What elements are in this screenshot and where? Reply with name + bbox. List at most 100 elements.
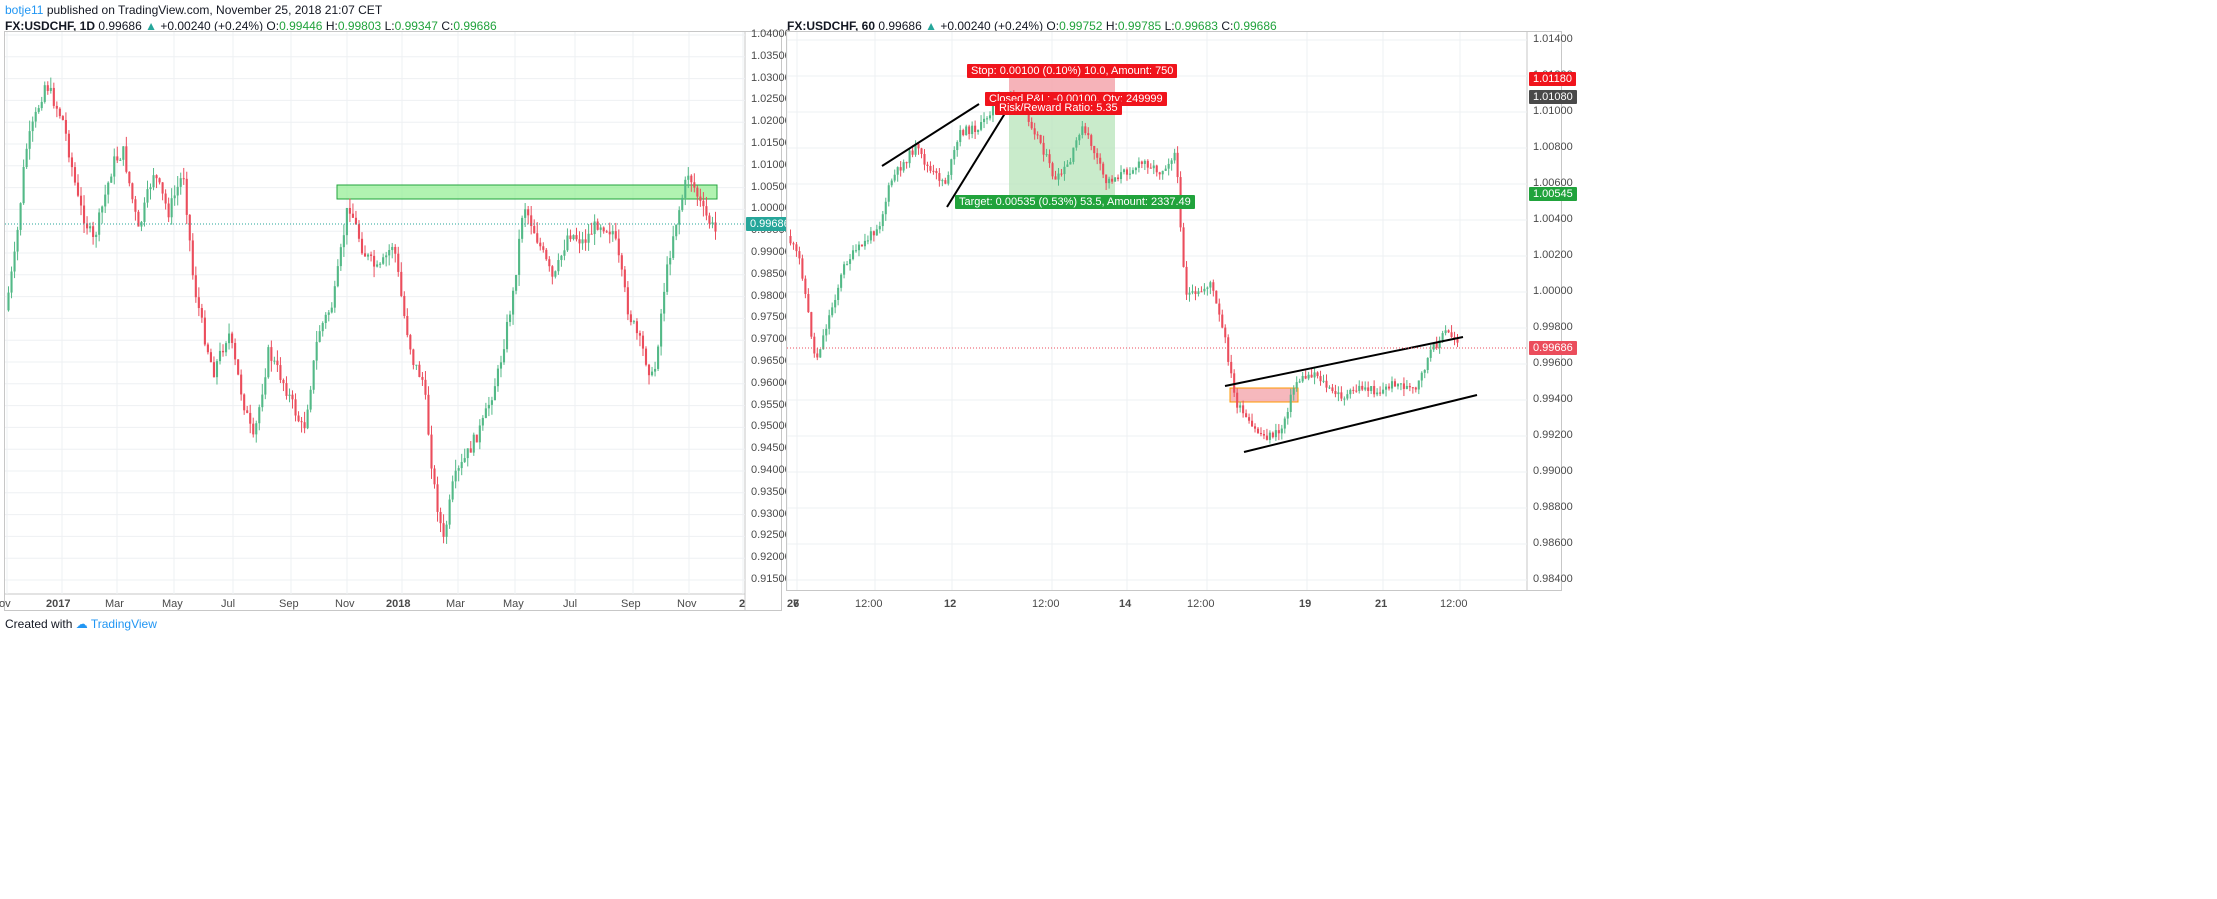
candle-body [878, 226, 881, 230]
candle-body [708, 215, 711, 224]
candle-body [1292, 388, 1295, 395]
time-axis-label: May [503, 598, 524, 610]
candle-body [638, 333, 642, 336]
candle-body [460, 461, 463, 469]
candle-body [1209, 282, 1212, 288]
candle-body [31, 121, 34, 132]
right-chart-canvas[interactable] [787, 32, 1561, 590]
candle-body [932, 170, 935, 172]
candle-body [572, 235, 575, 240]
candle-body [89, 226, 92, 229]
price-axis-label: 0.92000 [751, 551, 791, 564]
candle-body [515, 274, 518, 291]
candle-body [433, 468, 436, 485]
candle-body [1045, 154, 1048, 156]
target-zone[interactable] [1009, 108, 1115, 201]
candle-body [348, 207, 351, 214]
candle-body [297, 415, 300, 422]
rising-wedge-lower-line[interactable] [946, 101, 1013, 208]
candle-body [357, 224, 361, 239]
candle-body [816, 353, 819, 358]
candle-body [333, 286, 336, 308]
candle-body [1108, 178, 1111, 184]
candle-body [451, 481, 454, 500]
candle-body [330, 307, 333, 313]
candle-body [1387, 386, 1391, 389]
left-resistance-zone[interactable] [336, 184, 718, 200]
candle-body [965, 126, 968, 136]
risk-reward-label: Risk/Reward Ratio: 5.35 [995, 101, 1122, 115]
candle-body [825, 328, 828, 336]
candle-body [1295, 382, 1298, 389]
candle-body [1298, 381, 1301, 383]
candle-body [632, 321, 635, 323]
candle-body [499, 362, 503, 369]
price-axis-label: 0.98600 [1533, 537, 1573, 549]
price-axis-label: 0.99400 [1533, 393, 1573, 405]
candle-body [956, 142, 959, 151]
candle-body [693, 182, 696, 188]
candle-body [1042, 142, 1045, 155]
time-axis-label: Mar [105, 598, 124, 610]
right-chart-panel[interactable]: Stop: 0.00100 (0.10%) 10.0, Amount: 750 … [786, 31, 1577, 610]
candle-body [1444, 330, 1447, 334]
candle-body [475, 434, 478, 443]
candle-body [221, 350, 225, 353]
support-zone[interactable] [1229, 387, 1299, 403]
candle-body [122, 146, 125, 160]
left-last: 0.99686 [98, 19, 142, 33]
candle-body [303, 422, 306, 429]
candle-body [798, 251, 801, 259]
candle-body [1382, 389, 1385, 394]
channel-lower-line[interactable] [1243, 394, 1478, 453]
candle-body [134, 199, 137, 212]
candle-body [463, 458, 466, 462]
candle-body [905, 162, 908, 164]
candle-body [40, 101, 43, 109]
candle-body [13, 251, 16, 272]
candle-body [442, 523, 445, 537]
candle-body [1206, 287, 1209, 289]
price-axis-label: 1.00200 [1533, 249, 1573, 261]
author-link[interactable]: botje11 [5, 3, 44, 17]
created-with-text: Created with [5, 617, 73, 631]
price-axis-label: 1.04000 [751, 28, 791, 40]
candle-body [968, 126, 971, 135]
price-axis-label: 1.01000 [1533, 105, 1573, 117]
left-o-label: O: [266, 19, 280, 33]
candle-body [669, 257, 672, 265]
candle-body [1364, 387, 1367, 390]
candle-body [490, 400, 493, 405]
candle-body [1048, 154, 1051, 164]
candle-body [176, 186, 179, 196]
price-axis-label: 0.98800 [1533, 501, 1573, 513]
rising-wedge-upper-line[interactable] [881, 103, 980, 167]
candle-body [804, 278, 807, 295]
candle-body [854, 250, 858, 252]
candle-body [427, 394, 430, 435]
candle-body [315, 341, 318, 361]
candle-body [61, 116, 64, 120]
target-price-tag: 1.00545 [1529, 187, 1577, 201]
candle-body [1286, 411, 1289, 419]
candle-body [1361, 385, 1364, 390]
candle-body [1343, 398, 1346, 400]
left-chart-panel[interactable]: 1.04000 1.03500 1.03000 1.02500 1.02000 1.015… [0, 28, 794, 611]
candle-body [1075, 140, 1078, 148]
candle-body [985, 118, 989, 120]
candle-body [430, 434, 433, 469]
right-candles [789, 90, 1459, 444]
right-o-label: O: [1046, 19, 1060, 33]
candle-body [472, 434, 475, 453]
candle-body [1379, 392, 1382, 394]
candle-body [306, 409, 309, 429]
left-chart-canvas[interactable] [5, 32, 781, 610]
left-low: 0.99347 [394, 19, 438, 33]
candle-body [551, 266, 554, 277]
tradingview-link[interactable]: TradingView [90, 617, 157, 631]
channel-upper-line[interactable] [1224, 336, 1464, 387]
candle-body [863, 240, 866, 247]
candle-body [231, 333, 234, 343]
candle-body [16, 229, 19, 252]
candle-body [228, 333, 231, 344]
